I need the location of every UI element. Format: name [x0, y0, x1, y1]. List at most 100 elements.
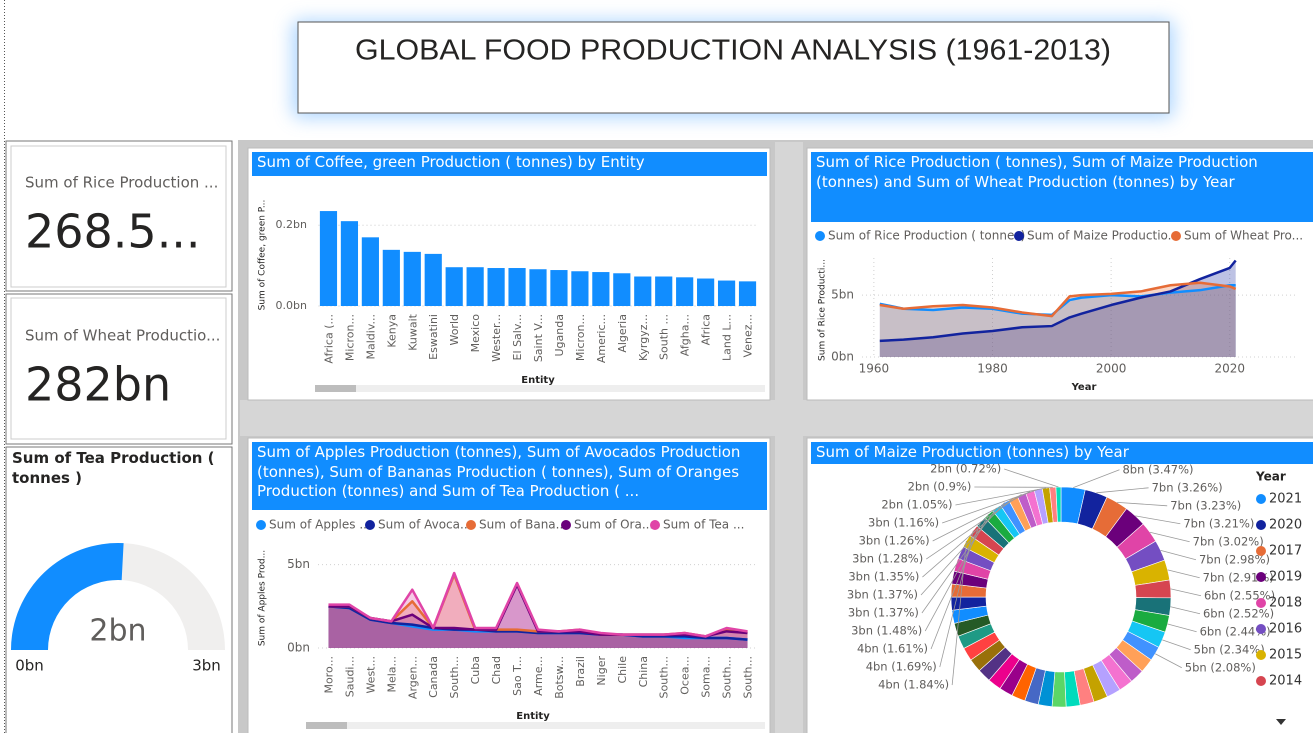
leader-line	[955, 487, 1046, 506]
data-label: 7bn (2.98%)	[1199, 552, 1270, 566]
card-value: 282bn	[25, 358, 171, 412]
bar	[319, 211, 338, 306]
bar	[529, 269, 547, 306]
leader-line	[1073, 469, 1120, 489]
data-label: 3bn (1.37%)	[847, 588, 918, 602]
x-axis-label: Entity	[516, 711, 550, 722]
x-tick-label: Africa	[700, 314, 713, 345]
x-tick-label: Kyrgyz...	[637, 314, 650, 361]
leader-line	[930, 521, 982, 650]
scrollbar-thumb[interactable]	[315, 385, 356, 392]
card-value: 268.5...	[25, 205, 201, 259]
chart-title: Sum of Tea Production ( tonnes )	[12, 449, 215, 487]
x-tick-label: Niger	[595, 656, 608, 686]
data-label: 7bn (3.26%)	[1152, 480, 1223, 494]
x-tick-label: Sao T...	[511, 656, 524, 696]
data-label: 8bn (3.47%)	[1122, 462, 1193, 476]
bar	[487, 268, 505, 306]
x-tick-label: Mela...	[385, 656, 398, 693]
legend-label: Sum of Rice Production ( tonnes)	[828, 229, 1025, 243]
x-tick-label: 2020	[1214, 362, 1245, 376]
leader-line	[1135, 515, 1181, 525]
bar	[571, 271, 589, 306]
leader-line	[1170, 606, 1201, 615]
series-line	[879, 281, 1237, 318]
bar	[445, 267, 463, 306]
leader-line	[924, 513, 989, 632]
area-fill	[328, 584, 748, 648]
x-tick-label: Eswatini	[427, 314, 440, 360]
x-tick-label: South ...	[658, 314, 671, 360]
x-tick-label: West...	[364, 656, 377, 694]
title-box	[297, 21, 1170, 114]
data-label: 6bn (2.44%)	[1200, 624, 1271, 638]
scrollbar-thumb[interactable]	[306, 722, 347, 729]
bar	[613, 273, 631, 306]
leader-line	[939, 530, 974, 668]
x-tick-label: Brazil	[574, 656, 587, 687]
card	[10, 297, 227, 440]
y-tick-label: 0.2bn	[276, 218, 307, 231]
y-tick-label: 0bn	[831, 350, 854, 364]
data-label: 5bn (2.34%)	[1194, 642, 1265, 656]
bar	[382, 249, 400, 306]
legend-marker	[1256, 520, 1266, 530]
x-tick-label: Chad	[490, 656, 503, 684]
legend-label: 2014	[1269, 674, 1302, 689]
legend-label: Sum of Wheat Pro...	[1184, 229, 1303, 243]
x-tick-label: Uganda	[553, 314, 566, 356]
legend-marker	[256, 520, 266, 530]
leader-line	[921, 507, 997, 614]
bar	[424, 253, 442, 306]
data-label: 2bn (0.9%)	[908, 480, 972, 494]
x-tick-label: Micron...	[343, 314, 356, 361]
legend-marker	[1256, 494, 1266, 504]
bar	[340, 221, 359, 306]
data-label: 7bn (2.91%)	[1203, 570, 1274, 584]
leader-line	[1167, 569, 1200, 579]
legend-label: 2019	[1269, 570, 1302, 585]
data-label: 2bn (1.05%)	[881, 498, 952, 512]
data-label: 5bn (2.08%)	[1185, 660, 1256, 674]
legend-marker	[365, 520, 375, 530]
title-area: Sum of Rice Production ( tonnes), Sum of…	[816, 153, 1258, 191]
leader-line	[1004, 468, 1059, 488]
area-fill	[879, 285, 1236, 357]
gauge-tick-label: 0bn	[15, 657, 44, 675]
chart-header	[811, 442, 1313, 464]
scroll-down[interactable]	[1276, 719, 1286, 725]
area-fill	[879, 282, 1236, 357]
y-axis-label: Sum of Rice Producti...	[818, 259, 828, 361]
x-tick-label: 1980	[977, 362, 1008, 376]
y-axis-label: Sum of Apples Prod...	[258, 550, 268, 646]
legend-marker	[1171, 231, 1181, 241]
x-tick-label: Kenya	[385, 314, 398, 348]
data-label: 4bn (1.84%)	[878, 678, 949, 692]
x-tick-label: Micron...	[574, 314, 587, 361]
x-tick-label: South...	[721, 656, 734, 698]
x-tick-label: Cuba	[469, 656, 482, 684]
bar	[361, 237, 379, 306]
series-line	[879, 283, 1236, 317]
x-tick-label: South...	[742, 656, 755, 698]
card	[10, 145, 227, 288]
leader-line	[1096, 487, 1149, 494]
chart-header	[811, 152, 1313, 222]
title-area: Sum of Maize Production (tonnes) by Year	[816, 443, 1129, 461]
legend-marker	[561, 520, 571, 530]
data-label: 3bn (1.48%)	[851, 624, 922, 638]
data-label: 3bn (1.35%)	[848, 570, 919, 584]
data-label: 7bn (3.23%)	[1170, 498, 1241, 512]
x-tick-label: Wester...	[490, 314, 503, 362]
x-tick-label: Americ...	[595, 314, 608, 363]
data-label: 3bn (1.16%)	[868, 516, 939, 530]
leader-line	[926, 494, 1022, 560]
x-tick-label: 1960	[859, 362, 890, 376]
canvas-gap	[775, 142, 803, 733]
x-tick-label: Botsw...	[553, 656, 566, 699]
area-fill	[879, 260, 1236, 357]
chart-header	[252, 442, 767, 510]
legend-label: Sum of Avoca...	[378, 518, 471, 532]
x-tick-label: World	[448, 314, 461, 346]
